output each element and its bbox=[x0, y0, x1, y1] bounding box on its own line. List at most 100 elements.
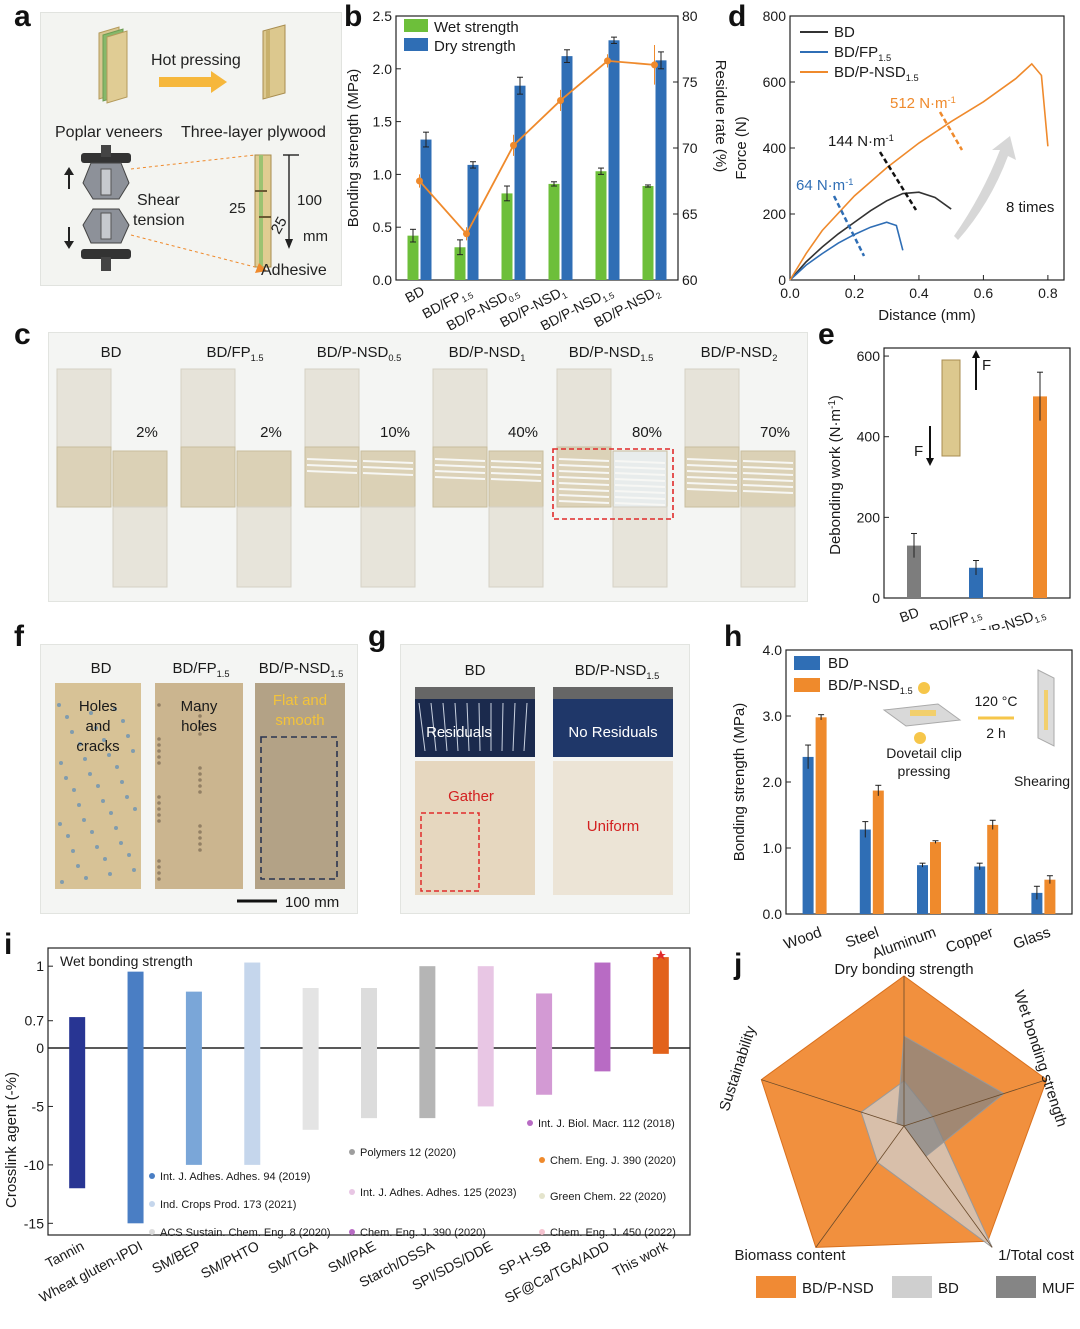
crack-dot bbox=[84, 876, 88, 880]
x-tick-label: BD bbox=[402, 283, 427, 306]
legend-swatch bbox=[996, 1276, 1036, 1298]
chart-h: 0.0 1.0 2.0 3.0 4.0 Bonding strength (MPa) Woo… bbox=[731, 642, 1073, 963]
poplar-veneers-icon bbox=[98, 26, 128, 104]
gray-arrow-icon bbox=[954, 136, 1016, 240]
residue-streak bbox=[512, 702, 516, 752]
y-axis-label: Force (N) bbox=[733, 116, 750, 179]
crack-dot bbox=[66, 834, 70, 838]
radar-axis bbox=[761, 1079, 905, 1127]
radar-axis bbox=[903, 1125, 993, 1248]
crack-dot bbox=[132, 868, 136, 872]
hole-dot bbox=[198, 830, 202, 834]
sample-title: BD bbox=[101, 344, 122, 361]
smooth-region-box bbox=[260, 736, 338, 880]
surface-title: BD bbox=[91, 660, 112, 677]
panel-c: BD 2% BD/FP1.5 2% BD/P-NSD0.5 10% BD/P-NSD1 40%… bbox=[48, 332, 808, 602]
force-arrowhead-down bbox=[926, 458, 934, 466]
adhesive-residue bbox=[742, 484, 794, 488]
force-label-top: F bbox=[982, 357, 991, 374]
lower-plate-photo bbox=[488, 506, 544, 588]
legend-label: BD/P-NSD bbox=[802, 1280, 874, 1297]
bd-bar bbox=[859, 829, 871, 914]
adhesive-residue bbox=[742, 490, 794, 494]
x-tick-label: 0.2 bbox=[845, 285, 865, 301]
residue-point bbox=[416, 177, 423, 185]
hole-dot bbox=[157, 761, 161, 765]
legend-label: BD bbox=[938, 1280, 959, 1297]
residue-streak bbox=[418, 702, 426, 752]
crack-dot bbox=[94, 726, 98, 730]
adhesive-residue bbox=[558, 500, 610, 504]
gather-box bbox=[420, 812, 480, 892]
chart-i-title: Wet bonding strength bbox=[60, 953, 193, 969]
reference-dot bbox=[349, 1149, 355, 1155]
residue-streak bbox=[442, 702, 448, 752]
x-tick-label: BD/FP1.5 bbox=[927, 604, 984, 630]
panel-label-a: a bbox=[14, 0, 31, 33]
y-tick-label: 2.5 bbox=[373, 8, 393, 24]
literature-bar bbox=[536, 993, 553, 1095]
panel-label-d: d bbox=[728, 0, 747, 33]
adhesive-residue bbox=[614, 496, 666, 500]
hole-dot bbox=[198, 772, 202, 776]
crack-dot bbox=[70, 730, 74, 734]
wood-failure-percent: 40% bbox=[508, 424, 538, 441]
crack-dot bbox=[121, 719, 125, 723]
up-arrow-icon bbox=[64, 167, 74, 189]
y-tick-label: -5 bbox=[32, 1098, 45, 1114]
crack-dot bbox=[71, 849, 75, 853]
residue-point bbox=[557, 96, 564, 104]
lower-plate-photo bbox=[360, 506, 416, 588]
pressure-icon-2 bbox=[914, 732, 926, 744]
legend-label: BD bbox=[828, 655, 849, 672]
roller-top-bdpnsd bbox=[553, 687, 673, 699]
bd-bar bbox=[1031, 892, 1043, 914]
panel-label-g: g bbox=[368, 620, 387, 653]
legend-swatch bbox=[892, 1276, 932, 1298]
legend-swatch bbox=[794, 656, 820, 670]
adhesive-residue bbox=[686, 482, 738, 486]
panel-h: 0.0 1.0 2.0 3.0 4.0 Bonding strength (MPa) Woo… bbox=[724, 630, 1080, 963]
literature-bar bbox=[127, 971, 144, 1224]
bd-bar bbox=[917, 865, 928, 914]
annotation-512: 512 N·m-1 bbox=[890, 95, 956, 112]
board-bd bbox=[415, 761, 535, 895]
roller-top-bd bbox=[415, 687, 535, 699]
y-tick-label: 4.0 bbox=[763, 642, 783, 658]
hole-dot bbox=[157, 795, 161, 799]
panel-g: BD BD/P-NSD1.5 Residuals No Residuals Gather… bbox=[400, 644, 690, 914]
crack-dot bbox=[76, 864, 80, 868]
wet-strength-bar bbox=[595, 171, 607, 280]
panel-a: Hot pressing Poplar veneers Three-layer … bbox=[40, 12, 342, 286]
adhesive-residue bbox=[686, 470, 738, 474]
y-tick-label: 1.0 bbox=[373, 166, 393, 182]
y-tick-label: 2.0 bbox=[373, 61, 393, 77]
adhesive-residue bbox=[558, 476, 610, 480]
crack-dot bbox=[88, 772, 92, 776]
adhesive-residue bbox=[362, 460, 414, 464]
board-bdpnsd bbox=[553, 761, 673, 895]
annotation-144: 144 N·m-1 bbox=[828, 133, 894, 150]
residue-streak bbox=[454, 702, 459, 752]
debonding-bar bbox=[1033, 396, 1047, 598]
adhesive-strip-icon bbox=[910, 710, 936, 716]
adhesive-residue bbox=[306, 470, 358, 474]
residue-streak bbox=[478, 702, 481, 752]
residue-rate-line bbox=[418, 59, 655, 236]
lap-shear-specimen-icon bbox=[254, 154, 272, 268]
upper-plate-photo bbox=[432, 368, 488, 448]
bdpnsd-bar bbox=[872, 790, 884, 914]
literature-bar bbox=[361, 988, 377, 1119]
hole-dot bbox=[198, 842, 202, 846]
bd-bar bbox=[802, 756, 814, 914]
chart-b: 0.0 0.5 1.0 1.5 2.0 2.5 60 65 70 75 80 Bonding stre… bbox=[345, 8, 729, 334]
y-tick-label: 400 bbox=[763, 140, 787, 156]
hole-dot bbox=[198, 836, 202, 840]
force-arrowhead-up bbox=[972, 350, 980, 358]
reference-label: Polymers 12 (2020) bbox=[360, 1147, 456, 1159]
crack-dot bbox=[120, 780, 124, 784]
sample-title: BD/P-NSD0.5 bbox=[317, 344, 402, 363]
crack-dot bbox=[126, 734, 130, 738]
adhesive-residue bbox=[614, 466, 666, 470]
panel-i: Wet bonding strength 0.7 1 0 -5 -10 -15 Crossli… bbox=[0, 940, 720, 1324]
